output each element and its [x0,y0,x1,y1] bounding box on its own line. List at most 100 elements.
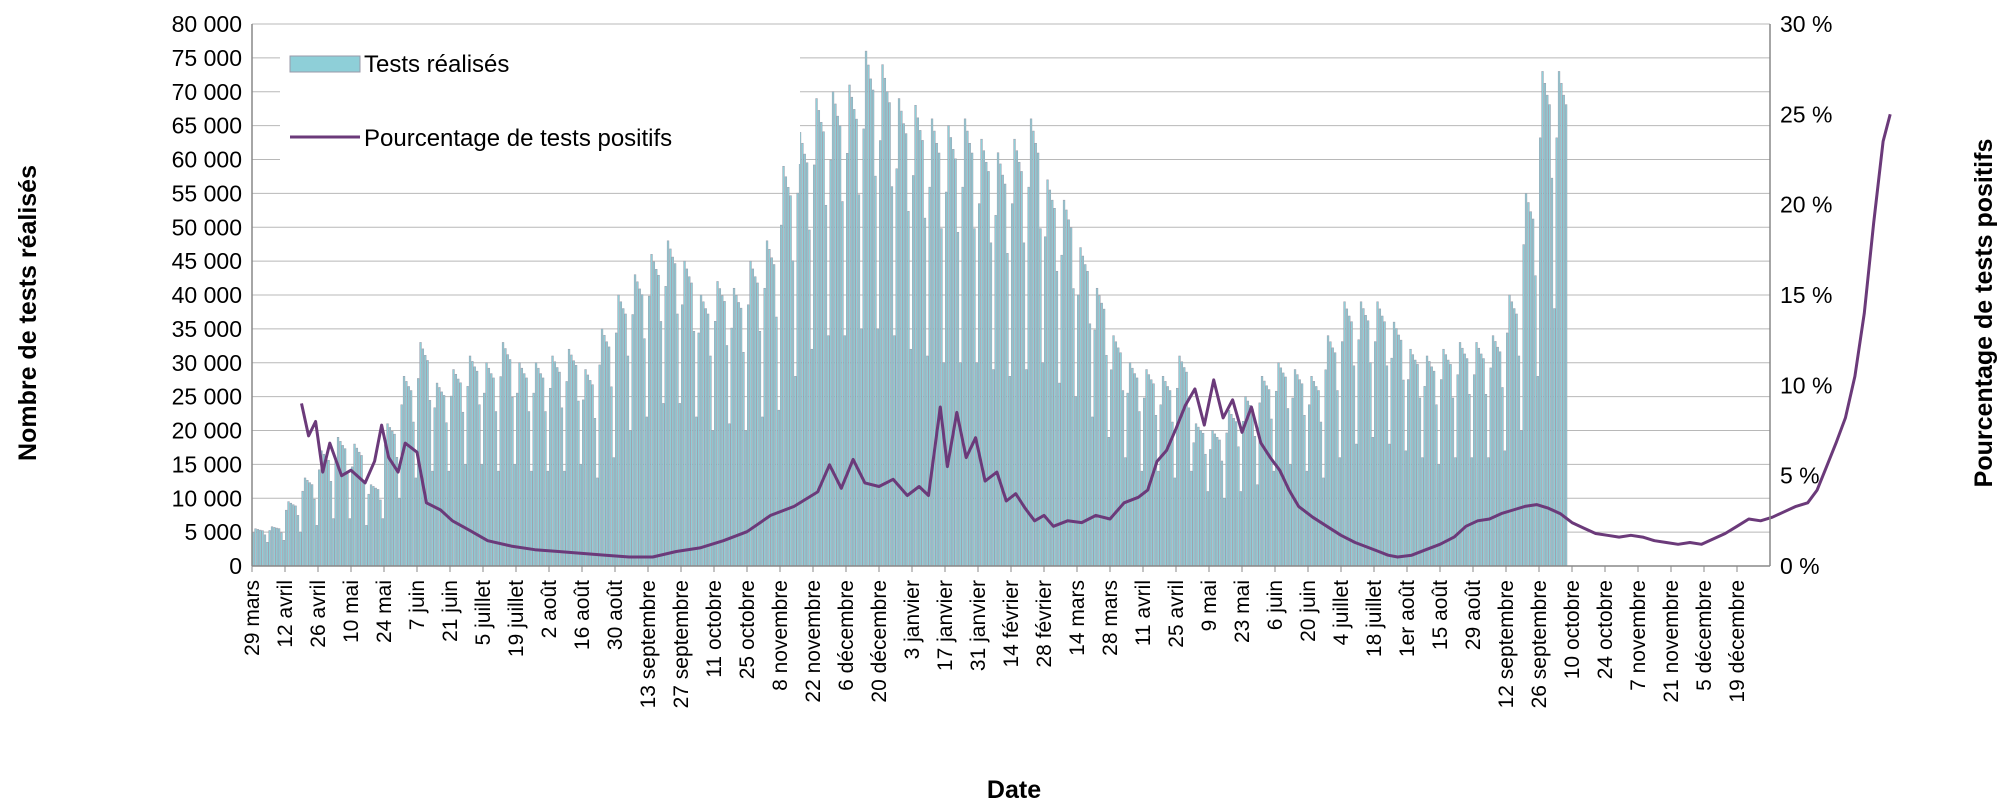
bar [355,447,359,567]
y-tick-label-left: 20 000 [172,418,242,444]
bar [391,430,394,567]
bar [1008,376,1011,567]
y-tick-label-left: 15 000 [172,451,242,477]
bar [376,489,380,567]
bar [424,355,427,567]
bar [876,328,879,567]
bar [1508,294,1511,567]
bar [820,121,823,567]
x-tick-label: 2 août [538,580,561,639]
bar [709,355,712,567]
bar [864,50,868,567]
x-tick-label: 4 juillet [1330,580,1353,646]
bar [1456,374,1459,567]
x-tick-label: 11 octobre [703,580,726,678]
bar [339,441,342,567]
legend-label-line: Pourcentage de tests positifs [364,125,672,152]
bar [862,128,865,567]
x-tick-label: 20 juin [1297,580,1320,642]
bar [277,528,281,567]
x-tick-label: 5 juillet [472,580,495,646]
bar [1133,373,1136,567]
bar [438,387,441,567]
bar [1284,376,1287,567]
bar [1355,443,1358,567]
bar [1145,369,1148,567]
x-axis-title: Date [987,776,1041,804]
bar [664,286,667,567]
bar [704,308,707,567]
bar [989,242,993,567]
bar [1015,150,1019,567]
bar [952,149,955,567]
x-tick-label: 19 juillet [505,580,528,657]
bar [282,540,285,567]
bar [966,130,969,567]
bar [1442,348,1445,567]
bar [1055,271,1059,567]
bar [1357,339,1360,567]
bar [1553,308,1556,567]
bar [744,430,747,567]
bar [553,361,557,567]
bar [959,362,962,567]
bar [1232,418,1235,567]
bar [1369,362,1372,567]
bar [393,433,396,567]
y-tick-label-left: 75 000 [172,45,242,71]
bar [1503,450,1506,567]
bar [607,346,611,567]
bar [772,264,776,567]
y-tick-label-left: 25 000 [172,384,242,410]
bar [1065,209,1068,567]
bar [1550,177,1554,567]
bar [1119,352,1122,567]
x-tick-label: 8 novembre [769,580,792,691]
bar [596,477,599,567]
bar [1194,423,1198,567]
bar [1392,321,1396,567]
bar [916,117,920,567]
bar [567,348,571,567]
bar [374,487,377,567]
x-tick-label: 3 janvier [901,580,924,659]
bar [518,362,521,567]
bar [1036,152,1040,567]
bar [1107,437,1110,567]
bar [412,421,415,567]
x-tick-label: 28 mars [1099,580,1122,656]
bar [1416,364,1419,567]
bar [685,268,689,567]
x-tick-label: 6 juin [1264,580,1287,630]
bar [808,229,811,567]
bar [1465,358,1469,567]
bar [1454,457,1457,567]
bar [372,486,375,567]
bar [1350,321,1353,567]
legend: Tests réalisés Pourcentage de tests posi… [280,44,800,164]
bar [1477,347,1481,567]
bar [556,367,559,567]
bar [1366,320,1370,567]
bar [1531,218,1535,567]
bar [1041,362,1044,567]
bar [1046,179,1049,567]
bar [1138,411,1141,567]
bar [480,464,483,567]
bar [1093,329,1096,567]
bar [402,376,406,567]
bar [367,493,370,567]
bar [650,254,653,567]
bar [1374,341,1377,567]
bar [1430,366,1433,567]
x-tick-label: 14 février [1000,580,1023,668]
bar [407,386,410,567]
bar [985,161,988,567]
bar [1348,315,1351,567]
y-tick-label-left: 70 000 [172,79,242,105]
bar [855,118,858,567]
bar [737,302,740,567]
bar [803,153,806,567]
bar [549,387,552,567]
bar [754,276,757,567]
